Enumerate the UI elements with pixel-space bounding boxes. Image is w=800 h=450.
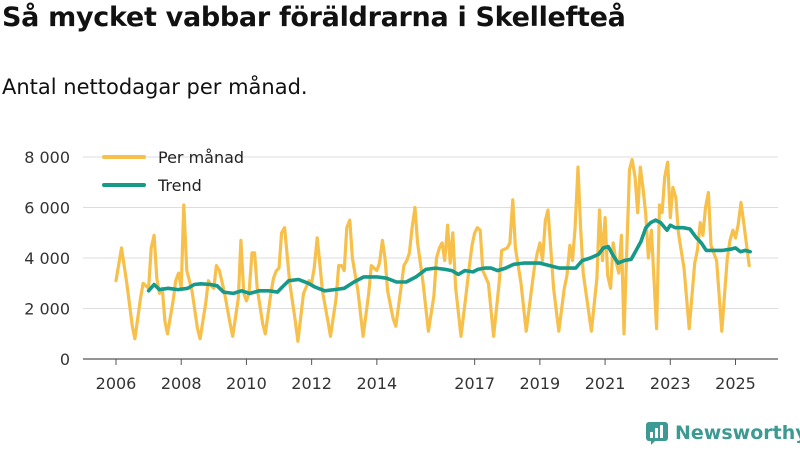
x-tick-label: 2006 (96, 374, 137, 393)
x-tick-label: 2010 (226, 374, 267, 393)
x-tick-label: 2017 (454, 374, 495, 393)
y-tick-label: 4 000 (24, 249, 70, 268)
y-tick-label: 6 000 (24, 199, 70, 218)
brand-name: Newsworthy (675, 422, 800, 444)
trend-series-line (146, 218, 752, 296)
x-axis-ticks: 2006 2008 2010 2012 2014 2017 2019 2021 2023 2025 (96, 359, 756, 393)
x-tick-label: 2023 (650, 374, 691, 393)
legend-label-trend: Trend (157, 176, 202, 195)
x-tick-label: 2019 (520, 374, 561, 393)
brand-logo: Newsworthy (645, 420, 800, 446)
newsworthy-logo-icon (646, 422, 668, 445)
x-tick-label: 2025 (715, 374, 756, 393)
y-tick-label: 8 000 (24, 148, 70, 167)
chart-subtitle: Antal nettodagar per månad. (2, 75, 308, 99)
series-lines (114, 157, 752, 343)
x-tick-label: 2021 (585, 374, 626, 393)
monthly-series-line (114, 157, 751, 343)
y-tick-label: 0 (60, 350, 70, 369)
chart-title: Så mycket vabbar föräldrarna i Skellefte… (2, 2, 626, 33)
x-tick-label: 2012 (291, 374, 332, 393)
y-axis-ticks: 0 2 000 4 000 6 000 8 000 (24, 148, 70, 369)
legend: Per månad Trend (102, 148, 244, 195)
y-tick-label: 2 000 (24, 300, 70, 319)
legend-label-monthly: Per månad (158, 148, 244, 167)
x-tick-label: 2008 (161, 374, 202, 393)
x-tick-label: 2014 (356, 374, 397, 393)
